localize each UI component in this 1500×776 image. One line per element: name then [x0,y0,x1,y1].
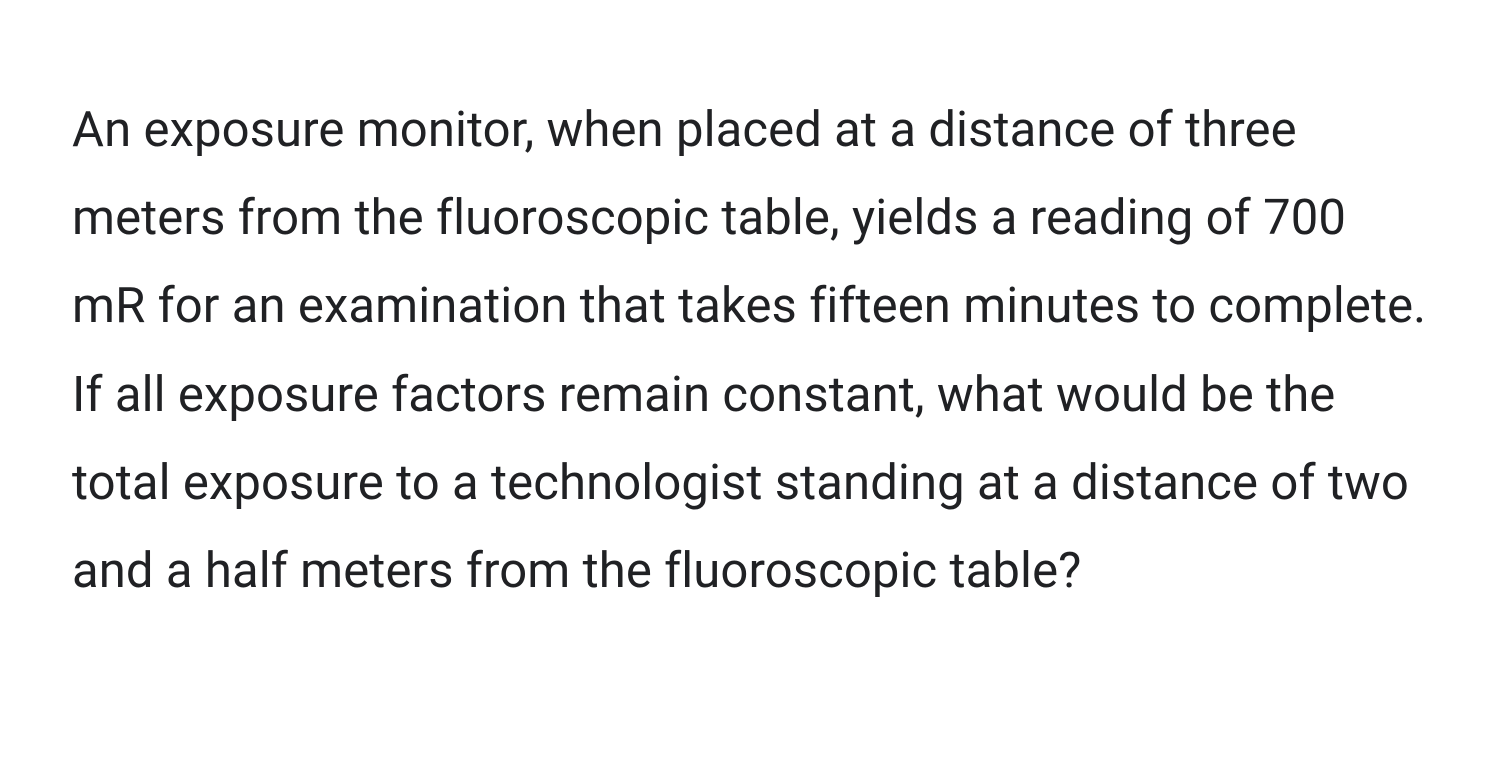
question-text: An exposure monitor, when placed at a di… [72,86,1428,615]
question-container: An exposure monitor, when placed at a di… [0,0,1500,776]
